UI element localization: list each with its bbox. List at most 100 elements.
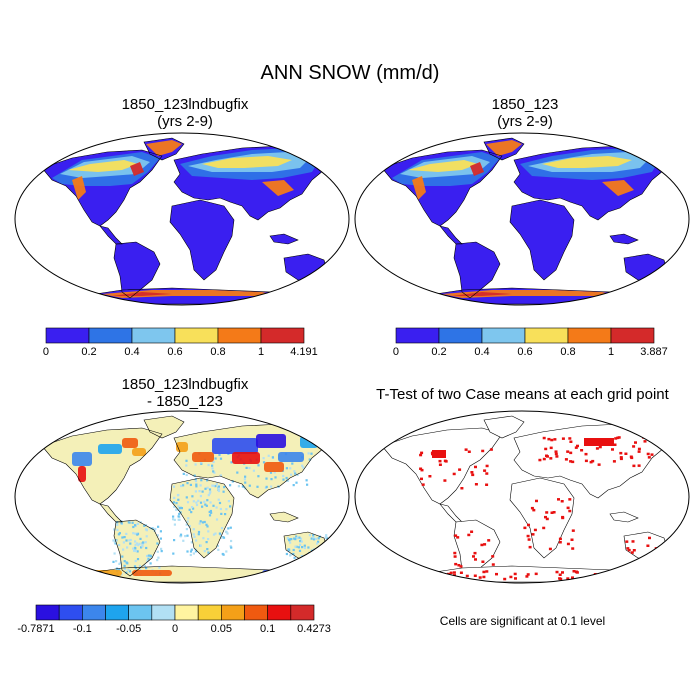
colorbar-tick-label: 0.1 <box>260 623 276 635</box>
diff-cell <box>179 506 182 509</box>
colorbar-labels-case2: 0 0.2 0.4 0.6 0.8 1 3.887 <box>393 346 668 360</box>
diff-cell <box>186 534 189 537</box>
diff-cell <box>290 473 293 476</box>
significant-cell <box>438 463 442 466</box>
significant-cell <box>532 508 536 512</box>
coastline <box>609 511 639 523</box>
significant-cell <box>443 459 447 463</box>
significant-cell <box>457 564 461 567</box>
diff-cell <box>121 536 124 539</box>
significant-cell <box>558 537 562 541</box>
significant-cell <box>549 446 553 450</box>
diff-cell <box>203 500 206 503</box>
diff-cell <box>133 549 136 552</box>
significant-cell <box>485 464 489 468</box>
diff-cell <box>295 481 298 484</box>
diff-cell <box>185 523 188 526</box>
diff-cell <box>215 518 219 521</box>
snow-band <box>202 156 292 168</box>
diff-cell <box>175 508 178 511</box>
diff-cell <box>177 505 180 508</box>
land-northAmerica <box>42 428 162 504</box>
coastline <box>439 225 463 245</box>
diff-cell <box>215 483 218 486</box>
diff-cell <box>270 478 273 481</box>
diff-cell <box>151 527 154 530</box>
diff-cell <box>146 559 149 562</box>
coastline <box>509 477 575 559</box>
diff-cell <box>206 525 209 528</box>
diff-cell <box>218 532 221 535</box>
diff-cell <box>172 485 176 488</box>
diff-cell <box>229 526 232 529</box>
coastline <box>483 137 525 161</box>
significant-cell <box>445 577 449 580</box>
diff-cell <box>204 487 207 490</box>
diff-cell <box>285 552 288 556</box>
colorbar-cell <box>217 327 262 344</box>
diff-cell <box>199 495 202 498</box>
diff-cell <box>172 518 175 521</box>
significant-cell <box>560 500 564 503</box>
diff-cell <box>226 532 229 535</box>
colorbar-diff <box>35 604 315 621</box>
significant-cell <box>571 547 575 550</box>
diff-cell <box>310 452 313 455</box>
significant-cell <box>589 460 593 464</box>
colorbar-tick-label: 0.6 <box>517 346 533 358</box>
significant-cell <box>503 577 507 581</box>
significant-cell <box>552 511 556 514</box>
significant-cell <box>474 483 478 486</box>
diff-cell <box>136 550 139 553</box>
land-africa <box>510 200 574 280</box>
diff-cell <box>305 479 308 482</box>
diff-cell <box>134 532 137 535</box>
significant-cell <box>614 573 618 577</box>
diff-cell <box>314 550 317 554</box>
diff-cell <box>317 553 321 556</box>
colorbar-tick-label: -0.1 <box>72 623 92 635</box>
significant-cell <box>470 471 474 474</box>
diff-cell <box>199 501 203 504</box>
significant-cell <box>544 447 548 451</box>
diff-cell <box>192 533 195 536</box>
diff-anomaly <box>78 466 86 482</box>
diff-cell <box>182 484 185 487</box>
diff-anomaly <box>122 438 138 448</box>
diff-cell <box>134 540 137 543</box>
snow-band <box>412 176 426 200</box>
diff-cell <box>189 550 193 553</box>
diff-cell <box>136 558 140 561</box>
map-border <box>354 132 690 306</box>
significant-cell <box>542 457 546 461</box>
diff-cell <box>229 545 232 548</box>
diff-cell <box>207 551 210 554</box>
diff-cell <box>248 484 251 487</box>
significant-cell <box>509 575 513 579</box>
diff-cell <box>188 525 191 528</box>
diff-cell <box>223 486 226 489</box>
diff-cell <box>208 488 212 491</box>
diff-cell <box>197 530 201 534</box>
figure-title: ANN SNOW (mm/d) <box>260 62 440 84</box>
panel-title-line1: 1850_123lndbugfix <box>121 376 249 393</box>
diff-cell <box>205 504 208 507</box>
map-case2 <box>354 132 690 306</box>
significant-cell <box>597 463 601 466</box>
diff-cell <box>202 537 205 540</box>
diff-cell <box>134 543 137 546</box>
diff-cell <box>218 501 222 505</box>
significant-cell <box>584 459 588 463</box>
diff-cell <box>137 544 140 547</box>
colorbar-cell <box>128 604 153 621</box>
significant-cell <box>553 438 557 441</box>
significant-cell <box>646 544 650 547</box>
diff-cell <box>296 537 299 540</box>
colorbar-tick-label: 0.4 <box>474 346 490 358</box>
diff-cell <box>133 565 137 568</box>
significant-cell <box>625 540 629 543</box>
diff-cell <box>244 475 247 478</box>
diff-cell <box>214 457 217 460</box>
diff-cell <box>192 552 195 555</box>
diff-cell <box>123 567 127 570</box>
